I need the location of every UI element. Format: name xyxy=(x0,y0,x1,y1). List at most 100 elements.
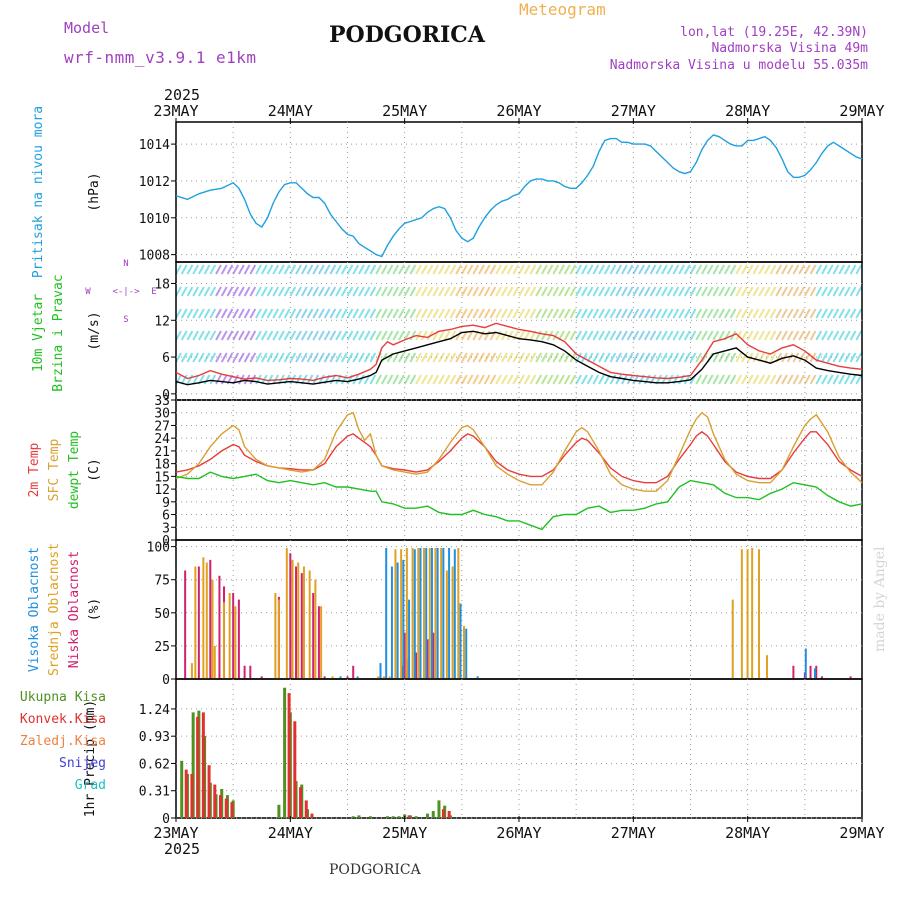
wind-barb xyxy=(701,374,708,385)
wind-barb xyxy=(243,264,251,275)
wind-barb xyxy=(249,352,257,363)
meteogram-label: Meteogram xyxy=(519,0,606,19)
wind-barb xyxy=(621,308,628,319)
wind-barb xyxy=(363,330,371,341)
y-tick-label: 0 xyxy=(162,534,170,549)
wind-barb xyxy=(346,330,354,341)
wind-barb xyxy=(506,374,514,385)
wind-barb xyxy=(523,330,531,341)
series-line-temperature-0 xyxy=(175,430,863,484)
wind-barb xyxy=(672,330,680,341)
wind-barb xyxy=(489,374,497,385)
wind-barb xyxy=(409,308,417,319)
wind-barb xyxy=(455,352,462,363)
wind-barb xyxy=(729,308,737,319)
wind-barb xyxy=(649,308,657,319)
wind-barb xyxy=(723,352,731,363)
wind-barb xyxy=(283,308,291,319)
wind-barb xyxy=(706,308,714,319)
model-label: Model xyxy=(64,19,110,37)
wind-barb xyxy=(552,352,560,363)
wind-barb xyxy=(495,264,503,275)
wind-barb xyxy=(420,352,428,363)
y-tick-label: 6 xyxy=(162,351,170,366)
wind-barb xyxy=(843,330,851,341)
wind-barb xyxy=(649,352,657,363)
wind-barb xyxy=(752,374,760,385)
wind-barb xyxy=(632,352,640,363)
wind-barb xyxy=(832,352,840,363)
compass-north: N xyxy=(123,259,128,269)
wind-barb xyxy=(832,374,840,385)
wind-barb xyxy=(575,308,583,319)
wind-barb xyxy=(741,330,748,341)
wind-barb xyxy=(529,352,537,363)
wind-barb xyxy=(632,264,640,275)
wind-barb xyxy=(489,308,497,319)
x-tick-label-top: 27MAY xyxy=(611,102,656,120)
wind-barb xyxy=(741,264,748,275)
wind-barb xyxy=(712,330,720,341)
wind-barb xyxy=(815,330,823,341)
wind-barb xyxy=(323,330,331,341)
wind-barb xyxy=(483,374,491,385)
wind-barb xyxy=(249,264,257,275)
wind-barb xyxy=(272,308,280,319)
wind-barb xyxy=(432,286,440,297)
y-tick-label: 21 xyxy=(154,445,170,460)
wind-barb xyxy=(409,264,417,275)
wind-barb xyxy=(220,308,228,319)
wind-barb xyxy=(329,308,337,319)
wind-barb xyxy=(226,286,234,297)
wind-barb xyxy=(689,352,697,363)
wind-barb xyxy=(672,264,680,275)
wind-barb xyxy=(843,308,851,319)
wind-barb xyxy=(849,352,857,363)
x-tick-label-bottom: 26MAY xyxy=(496,824,541,842)
wind-barb xyxy=(380,352,388,363)
wind-barb xyxy=(815,308,823,319)
wind-barb xyxy=(449,308,457,319)
wind-barb xyxy=(449,374,457,385)
wind-barb xyxy=(346,264,354,275)
wind-barb xyxy=(438,308,445,319)
wind-barb xyxy=(180,286,188,297)
y-tick-label: 1014 xyxy=(139,138,170,153)
wind-barb xyxy=(689,286,697,297)
wind-barb xyxy=(420,330,428,341)
wind-barb xyxy=(306,308,314,319)
series-line-wind-0 xyxy=(175,322,863,382)
wind-barb xyxy=(803,286,811,297)
wind-barb xyxy=(329,352,337,363)
wind-barb xyxy=(409,330,417,341)
wind-barb xyxy=(380,264,388,275)
wind-barb xyxy=(500,286,508,297)
wind-barb xyxy=(386,374,394,385)
compass-arrow: <-|-> xyxy=(112,287,140,297)
wind-barb xyxy=(478,308,485,319)
wind-barb xyxy=(398,264,405,275)
wind-barb xyxy=(752,352,760,363)
ylabel-wind-2: Brzina i Pravac xyxy=(51,274,66,391)
wind-barb xyxy=(603,286,611,297)
ylabel-clouds-1: Srednja Oblacnost xyxy=(47,543,62,676)
wind-barb xyxy=(272,264,280,275)
x-tick-label-bottom: 29MAY xyxy=(839,824,884,842)
wind-barb xyxy=(369,330,377,341)
wind-barb xyxy=(266,308,274,319)
wind-barb xyxy=(409,286,417,297)
wind-barb xyxy=(175,286,182,297)
wind-barb xyxy=(529,264,537,275)
wind-barb xyxy=(283,286,291,297)
wind-barb xyxy=(581,264,588,275)
wind-barb xyxy=(683,286,691,297)
wind-barb xyxy=(540,330,548,341)
wind-barb xyxy=(540,308,548,319)
wind-barb xyxy=(232,330,240,341)
wind-barb xyxy=(615,330,623,341)
wind-barb xyxy=(586,264,594,275)
wind-barb xyxy=(226,308,234,319)
wind-barb xyxy=(712,286,720,297)
wind-barb xyxy=(689,308,697,319)
wind-barb xyxy=(666,264,674,275)
